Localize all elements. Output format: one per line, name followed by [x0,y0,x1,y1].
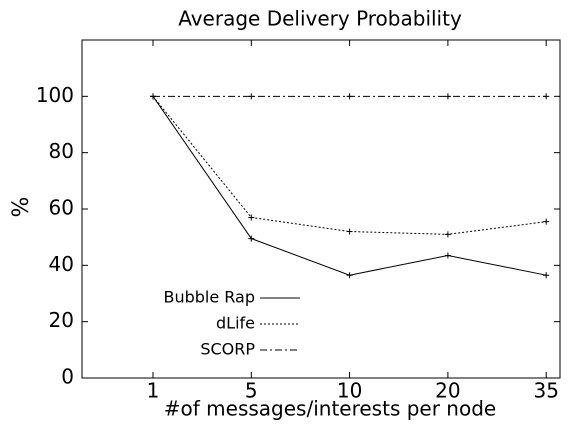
y-tick-label: 20 [49,308,74,332]
point-marker [248,235,255,242]
point-marker [248,214,255,221]
point-marker [543,218,550,225]
chart-title: Average Delivery Probability [178,7,462,31]
y-axis-label: % [9,197,34,218]
x-axis-label: #of messages/interests per node [164,397,496,421]
point-marker [543,272,550,279]
point-marker [444,252,451,259]
y-tick-label: 80 [49,139,74,163]
series-line [152,96,547,276]
legend-label: SCORP [200,340,255,359]
point-marker [248,93,255,100]
plot-frame [81,39,561,379]
x-tick-label: 35 [533,379,558,403]
point-marker [444,231,451,238]
point-marker [150,93,156,100]
point-marker [346,228,353,235]
x-tick-label: 20 [435,379,460,403]
legend-label: Bubble Rap [163,288,255,307]
series-line [152,96,547,235]
y-tick-label: 100 [36,83,74,107]
x-tick-label: 1 [147,379,160,403]
point-marker [346,272,353,279]
x-tick-label: 10 [337,379,362,403]
y-tick-label: 0 [61,365,74,389]
y-tick-label: 60 [49,196,74,220]
point-marker [346,93,353,100]
legend-label: dLife [216,314,255,333]
y-tick-label: 40 [49,252,74,276]
point-marker [444,93,451,100]
x-tick-label: 5 [245,379,258,403]
point-marker [543,93,550,100]
